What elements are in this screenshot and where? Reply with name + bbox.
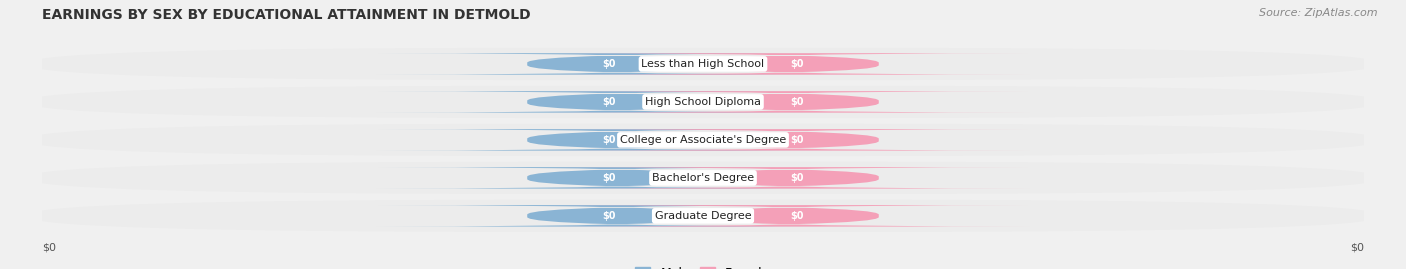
FancyBboxPatch shape (30, 124, 1376, 156)
Text: $0: $0 (790, 135, 804, 145)
Text: $0: $0 (790, 59, 804, 69)
Text: Less than High School: Less than High School (641, 59, 765, 69)
FancyBboxPatch shape (548, 53, 1029, 75)
FancyBboxPatch shape (377, 129, 858, 151)
FancyBboxPatch shape (30, 162, 1376, 194)
Text: $0: $0 (602, 135, 616, 145)
Text: $0: $0 (602, 97, 616, 107)
FancyBboxPatch shape (377, 91, 858, 113)
Text: $0: $0 (1350, 243, 1364, 253)
FancyBboxPatch shape (548, 167, 1029, 189)
FancyBboxPatch shape (548, 129, 1029, 151)
Text: Bachelor's Degree: Bachelor's Degree (652, 173, 754, 183)
Text: $0: $0 (602, 59, 616, 69)
FancyBboxPatch shape (30, 86, 1376, 118)
Text: $0: $0 (790, 173, 804, 183)
FancyBboxPatch shape (377, 205, 858, 226)
FancyBboxPatch shape (377, 53, 858, 75)
Text: $0: $0 (602, 211, 616, 221)
Text: $0: $0 (790, 97, 804, 107)
Text: $0: $0 (790, 211, 804, 221)
FancyBboxPatch shape (377, 167, 858, 189)
Text: Source: ZipAtlas.com: Source: ZipAtlas.com (1260, 8, 1378, 18)
Text: College or Associate's Degree: College or Associate's Degree (620, 135, 786, 145)
Text: High School Diploma: High School Diploma (645, 97, 761, 107)
Text: Graduate Degree: Graduate Degree (655, 211, 751, 221)
Text: EARNINGS BY SEX BY EDUCATIONAL ATTAINMENT IN DETMOLD: EARNINGS BY SEX BY EDUCATIONAL ATTAINMEN… (42, 8, 531, 22)
FancyBboxPatch shape (548, 205, 1029, 226)
Text: $0: $0 (602, 173, 616, 183)
FancyBboxPatch shape (548, 91, 1029, 113)
FancyBboxPatch shape (30, 48, 1376, 80)
Legend: Male, Female: Male, Female (630, 262, 776, 269)
FancyBboxPatch shape (30, 200, 1376, 232)
Text: $0: $0 (42, 243, 56, 253)
